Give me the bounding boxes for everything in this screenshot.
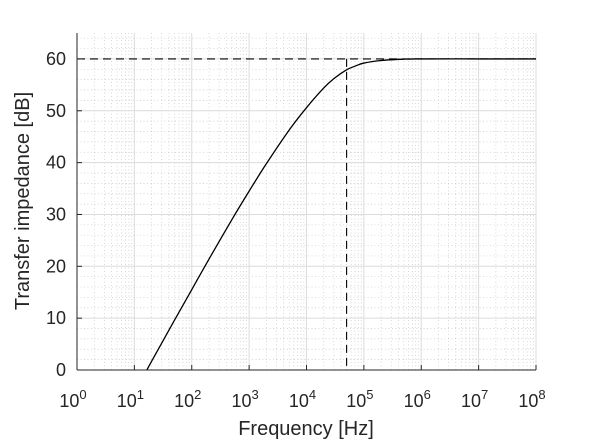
y-tick-label: 10 [46,308,66,328]
series-layer [146,58,536,371]
x-tick-label: 101 [117,387,144,411]
y-tick-label: 0 [56,360,66,380]
axes [76,33,537,371]
x-tick-label: 104 [289,387,316,411]
x-axis-label: Frequency [Hz] [238,418,374,439]
x-tick-label: 103 [231,387,258,411]
y-tick-label: 30 [46,204,66,224]
x-tick-labels: 100 101 102 103 104 105 106 107 108 [59,387,545,411]
y-tick-label: 50 [46,101,66,121]
x-tick-label: 105 [346,387,373,411]
x-tick-label: 102 [174,387,201,411]
x-tick-label: 106 [404,387,431,411]
y-axis-label: Transfer impedance [dB] [12,92,34,310]
y-tick-label: 20 [46,256,66,276]
x-tick-label: 108 [518,387,545,411]
x-tick-label: 107 [461,387,488,411]
y-tick-label: 40 [46,153,66,173]
x-tick-label: 100 [59,387,86,411]
impedance-curve-series-0 [146,58,536,371]
minor-grid [77,33,536,370]
major-grid [76,33,537,371]
y-tick-label: 60 [46,49,66,69]
y-tick-labels: 0 10 20 30 40 50 60 [46,49,66,380]
